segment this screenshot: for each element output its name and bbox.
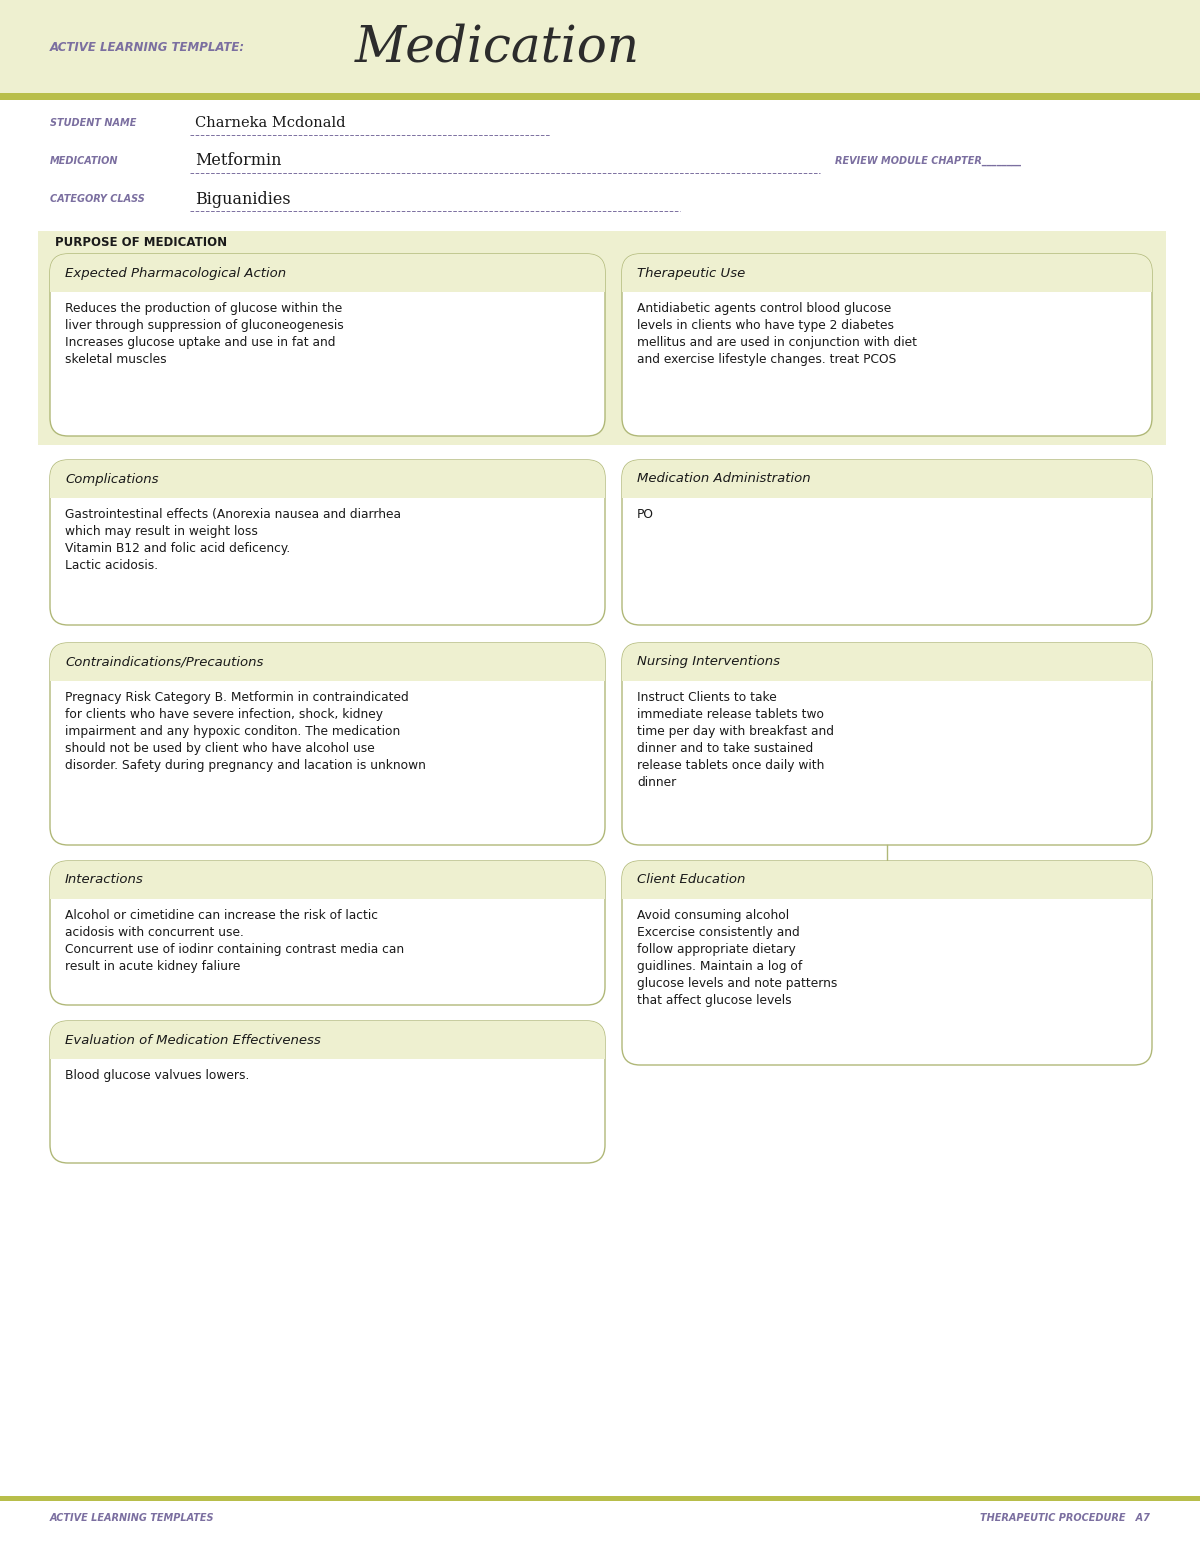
Text: Biguanidies: Biguanidies bbox=[194, 191, 290, 208]
Bar bbox=[622, 662, 1152, 682]
Text: Evaluation of Medication Effectiveness: Evaluation of Medication Effectiveness bbox=[65, 1033, 320, 1047]
FancyBboxPatch shape bbox=[622, 860, 1152, 899]
FancyBboxPatch shape bbox=[50, 255, 605, 292]
FancyBboxPatch shape bbox=[622, 643, 1152, 682]
Text: Charneka Mcdonald: Charneka Mcdonald bbox=[194, 116, 346, 130]
Bar bbox=[50, 881, 605, 899]
FancyBboxPatch shape bbox=[622, 255, 1152, 436]
FancyBboxPatch shape bbox=[622, 255, 1152, 292]
Bar bbox=[50, 273, 605, 292]
Text: THERAPEUTIC PROCEDURE   A7: THERAPEUTIC PROCEDURE A7 bbox=[980, 1513, 1150, 1523]
Text: Nursing Interventions: Nursing Interventions bbox=[637, 655, 780, 668]
Text: Pregnacy Risk Category B. Metformin in contraindicated
for clients who have seve: Pregnacy Risk Category B. Metformin in c… bbox=[65, 691, 426, 772]
Text: CATEGORY CLASS: CATEGORY CLASS bbox=[50, 194, 145, 203]
Bar bbox=[50, 1041, 605, 1059]
Text: Alcohol or cimetidine can increase the risk of lactic
acidosis with concurrent u: Alcohol or cimetidine can increase the r… bbox=[65, 909, 404, 974]
Text: Medication Administration: Medication Administration bbox=[637, 472, 811, 486]
FancyBboxPatch shape bbox=[622, 460, 1152, 624]
Text: Metformin: Metformin bbox=[194, 152, 282, 169]
Text: Antidiabetic agents control blood glucose
levels in clients who have type 2 diab: Antidiabetic agents control blood glucos… bbox=[637, 301, 917, 367]
Bar bbox=[38, 231, 1166, 446]
Text: Complications: Complications bbox=[65, 472, 158, 486]
Bar bbox=[0, 93, 1200, 99]
Text: Instruct Clients to take
immediate release tablets two
time per day with breakfa: Instruct Clients to take immediate relea… bbox=[637, 691, 834, 789]
Text: ACTIVE LEARNING TEMPLATE:: ACTIVE LEARNING TEMPLATE: bbox=[50, 42, 245, 54]
Text: MEDICATION: MEDICATION bbox=[50, 155, 119, 166]
FancyBboxPatch shape bbox=[50, 1020, 605, 1163]
Text: Gastrointestinal effects (Anorexia nausea and diarrhea
which may result in weigh: Gastrointestinal effects (Anorexia nause… bbox=[65, 508, 401, 572]
FancyBboxPatch shape bbox=[50, 460, 605, 624]
Text: Interactions: Interactions bbox=[65, 873, 144, 887]
Text: Therapeutic Use: Therapeutic Use bbox=[637, 267, 745, 280]
Text: Avoid consuming alcohol
Excercise consistently and
follow appropriate dietary
gu: Avoid consuming alcohol Excercise consis… bbox=[637, 909, 838, 1006]
Text: Contraindications/Precautions: Contraindications/Precautions bbox=[65, 655, 263, 668]
FancyBboxPatch shape bbox=[50, 643, 605, 682]
Bar bbox=[50, 662, 605, 682]
Text: Blood glucose valvues lowers.: Blood glucose valvues lowers. bbox=[65, 1068, 250, 1082]
Text: PO: PO bbox=[637, 508, 654, 520]
FancyBboxPatch shape bbox=[50, 1020, 605, 1059]
Bar bbox=[50, 478, 605, 499]
FancyBboxPatch shape bbox=[622, 460, 1152, 499]
Text: Expected Pharmacological Action: Expected Pharmacological Action bbox=[65, 267, 286, 280]
Text: Medication: Medication bbox=[355, 23, 640, 73]
FancyBboxPatch shape bbox=[50, 643, 605, 845]
FancyBboxPatch shape bbox=[622, 860, 1152, 1065]
Bar bbox=[622, 478, 1152, 499]
Bar bbox=[0, 0, 1200, 93]
Text: Reduces the production of glucose within the
liver through suppression of glucon: Reduces the production of glucose within… bbox=[65, 301, 343, 367]
FancyBboxPatch shape bbox=[50, 860, 605, 1005]
Bar bbox=[0, 1496, 1200, 1502]
FancyBboxPatch shape bbox=[50, 860, 605, 899]
FancyBboxPatch shape bbox=[622, 643, 1152, 845]
Bar bbox=[622, 881, 1152, 899]
Text: Client Education: Client Education bbox=[637, 873, 745, 887]
Text: PURPOSE OF MEDICATION: PURPOSE OF MEDICATION bbox=[55, 236, 227, 250]
Text: REVIEW MODULE CHAPTER________: REVIEW MODULE CHAPTER________ bbox=[835, 155, 1021, 166]
Text: STUDENT NAME: STUDENT NAME bbox=[50, 118, 137, 127]
FancyBboxPatch shape bbox=[50, 255, 605, 436]
Bar bbox=[622, 273, 1152, 292]
FancyBboxPatch shape bbox=[50, 460, 605, 499]
Text: ACTIVE LEARNING TEMPLATES: ACTIVE LEARNING TEMPLATES bbox=[50, 1513, 215, 1523]
